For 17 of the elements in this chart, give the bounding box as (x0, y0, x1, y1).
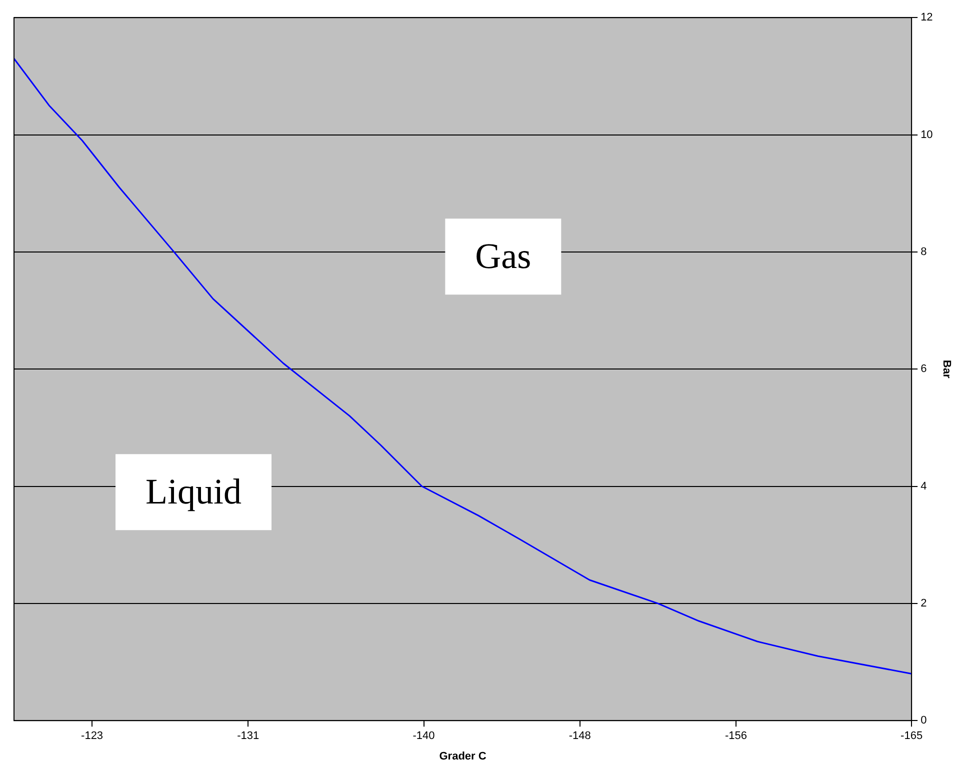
x-tick-label: -123 (81, 730, 104, 742)
y-tick-label: 6 (920, 363, 927, 376)
y-tick-label: 4 (920, 480, 927, 492)
x-axis-title: Grader C (439, 750, 486, 762)
x-tick-label: -165 (900, 730, 923, 742)
y-tick-label: 8 (920, 246, 927, 258)
y-axis-title: Bar (940, 360, 952, 379)
y-tick-label: 2 (920, 597, 927, 610)
annotation: Gas (475, 236, 532, 276)
annotation: Liquid (146, 472, 242, 512)
y-tick-label: 10 (920, 128, 933, 141)
y-tick-label: 0 (920, 714, 927, 727)
x-tick-label: -148 (568, 730, 591, 742)
x-tick-label: -131 (237, 730, 260, 742)
x-tick-label: -156 (724, 730, 747, 742)
y-tick-label: 12 (920, 12, 933, 24)
x-tick-label: -140 (412, 730, 435, 742)
